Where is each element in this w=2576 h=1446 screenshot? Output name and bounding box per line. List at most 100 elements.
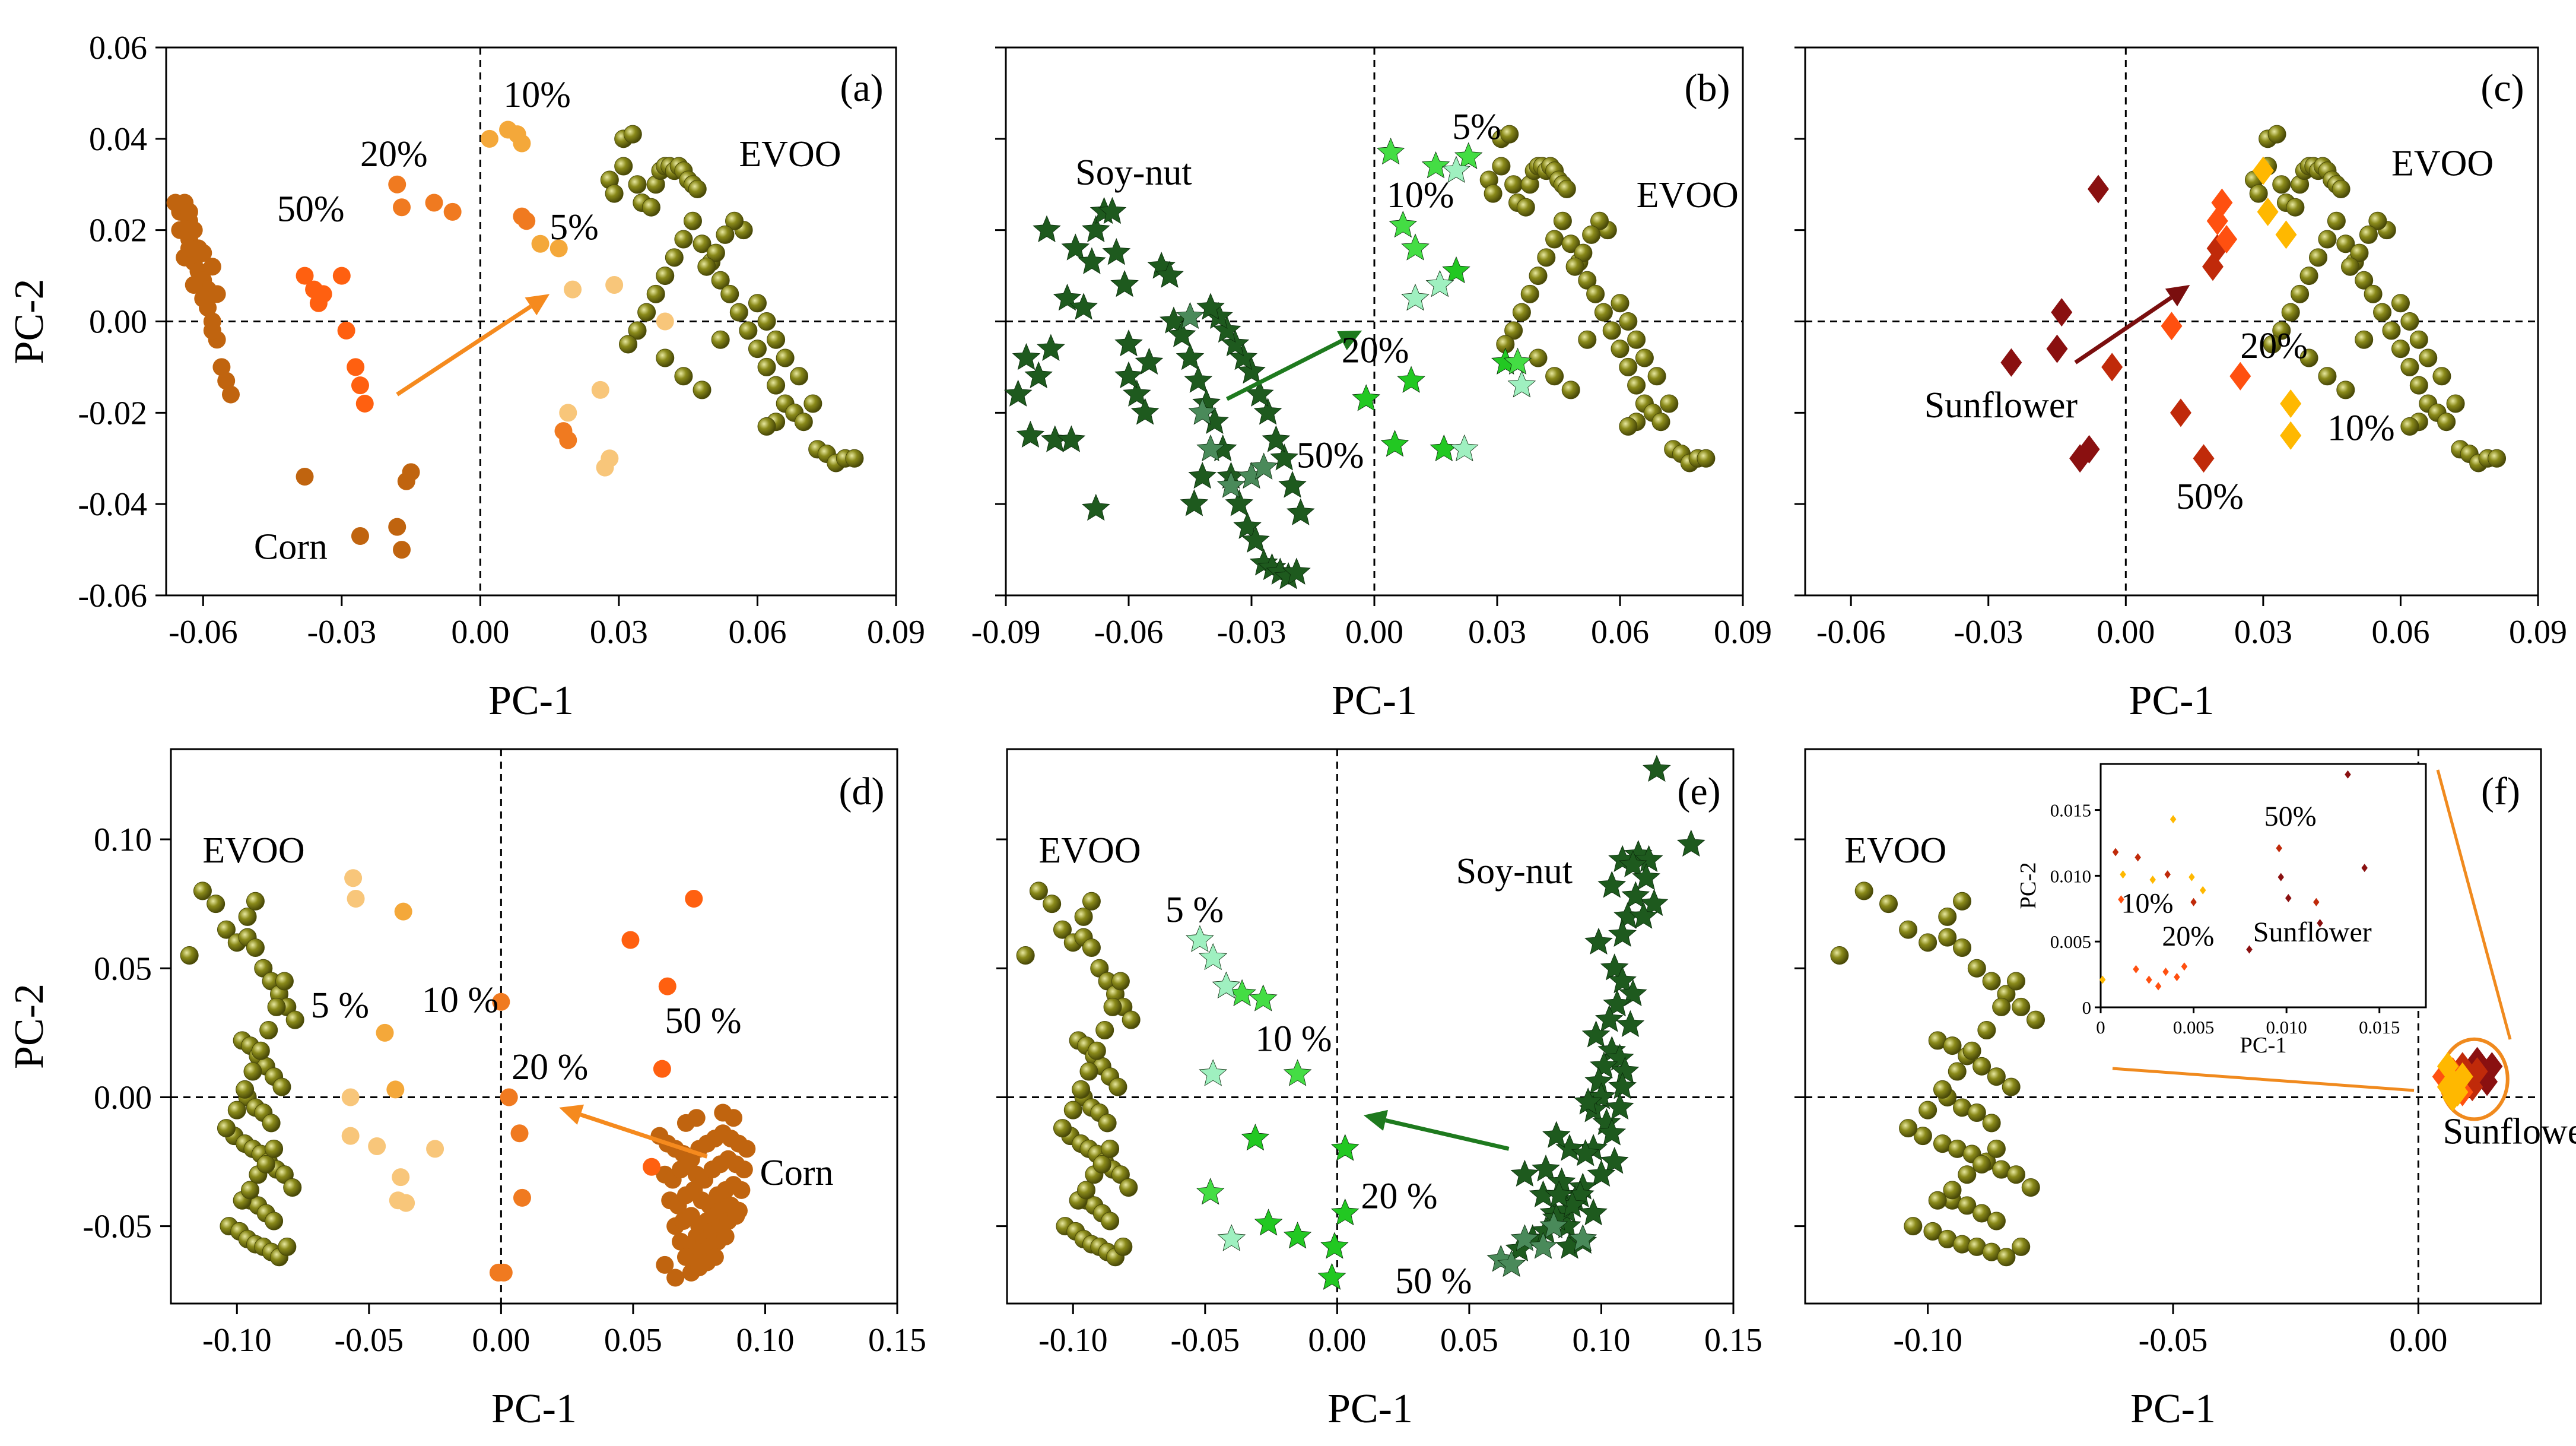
- data-point: [1879, 895, 1898, 914]
- data-point: [1586, 284, 1605, 303]
- data-point: [2451, 1062, 2473, 1091]
- data-point: [1016, 946, 1035, 965]
- data-point: [344, 869, 363, 887]
- data-point: [1376, 137, 1405, 165]
- panel-a: -0.06 -0.03 0.00 0.03 0.06 0.09 0.06 0.04 0.02 0.…: [7, 30, 925, 724]
- data-point: [2164, 870, 2171, 879]
- x-tick-label: 0.09: [867, 614, 925, 651]
- data-point: [2088, 175, 2109, 204]
- data-point: [2257, 197, 2279, 226]
- data-point: [1616, 1010, 1645, 1038]
- data-point: [2263, 335, 2282, 354]
- data-point: [549, 239, 568, 258]
- data-point: [1913, 1127, 1932, 1146]
- trend-arrow-line: [396, 305, 532, 397]
- data-point: [2174, 973, 2180, 982]
- data-point: [1212, 971, 1241, 998]
- data-point: [1587, 1159, 1616, 1187]
- data-point: [389, 1191, 407, 1210]
- panel-label: (a): [840, 66, 883, 110]
- data-point: [1627, 330, 1646, 349]
- data-point: [1199, 1059, 1227, 1086]
- data-point: [1597, 871, 1627, 898]
- data-point: [1119, 1178, 1138, 1197]
- series-sunflower: [2246, 770, 2368, 954]
- data-point: [2162, 968, 2169, 976]
- data-point: [2112, 848, 2119, 857]
- data-point: [1987, 1067, 2006, 1086]
- x-tick-label: -0.03: [1954, 614, 2023, 651]
- data-point: [1199, 943, 1227, 971]
- data-point: [402, 463, 420, 481]
- panel-f: -0.10 -0.05 0.00 PC-1 EVOO Sunflower (f): [1794, 748, 2576, 1432]
- annotation-label: 10 %: [422, 980, 498, 1020]
- series-50: [621, 889, 703, 1176]
- data-point: [739, 321, 758, 340]
- data-point: [1594, 303, 1613, 322]
- data-point: [1114, 329, 1143, 357]
- data-point: [1918, 1101, 1937, 1120]
- data-point: [2309, 248, 2327, 267]
- series-10: [2099, 815, 2206, 984]
- data-point: [656, 267, 675, 286]
- data-point: [1899, 920, 1918, 939]
- data-point: [1043, 895, 1062, 914]
- data-point: [1967, 1103, 1986, 1122]
- annotation-label: EVOO: [739, 134, 841, 175]
- series-10: [2252, 156, 2302, 450]
- data-point: [1635, 348, 1654, 367]
- x-tick-label: -0.10: [1038, 1322, 1108, 1359]
- data-point: [1425, 269, 1454, 297]
- x-tick-label: 0.005: [2173, 1017, 2214, 1038]
- data-point: [1571, 1139, 1600, 1166]
- data-point: [217, 920, 236, 939]
- data-point: [1270, 443, 1298, 471]
- data-point: [2432, 367, 2451, 386]
- data-point: [2027, 1010, 2045, 1029]
- data-point: [1082, 892, 1101, 911]
- annotation-label: Corn: [254, 527, 328, 567]
- data-point: [1830, 946, 1849, 965]
- data-point: [1180, 489, 1209, 516]
- data-point: [1003, 379, 1033, 407]
- data-point: [674, 367, 693, 386]
- data-point: [1608, 1072, 1637, 1099]
- data-point: [267, 997, 286, 1016]
- x-tick-label: -0.05: [2139, 1322, 2208, 1359]
- data-point: [1611, 1056, 1640, 1084]
- data-point: [180, 202, 198, 221]
- data-point: [2336, 380, 2355, 399]
- data-point: [1561, 380, 1580, 399]
- data-point: [1101, 1212, 1120, 1231]
- panel-e: -0.10 -0.05 0.00 0.05 0.10 0.15 PC-1 EVOO Soy-nu…: [996, 748, 1762, 1432]
- annotation-label: 20%: [2162, 921, 2214, 952]
- data-point: [1923, 1222, 1942, 1241]
- data-point: [1492, 157, 1511, 176]
- x-tick-label: 0: [2096, 1017, 2105, 1038]
- y-tick-label: -0.04: [78, 486, 147, 523]
- data-point: [227, 1101, 246, 1120]
- data-point: [259, 1021, 278, 1040]
- data-point: [1249, 452, 1278, 480]
- data-point: [1016, 420, 1045, 448]
- data-point: [767, 330, 786, 349]
- x-tick-label: 0.06: [2371, 614, 2429, 651]
- data-point: [683, 211, 702, 230]
- data-point: [559, 404, 577, 422]
- data-point: [1029, 881, 1048, 900]
- trend-arrow-head: [1337, 330, 1362, 351]
- data-point: [646, 284, 665, 303]
- data-point: [1098, 196, 1127, 224]
- data-point: [1079, 1062, 1098, 1081]
- data-point: [1532, 1155, 1560, 1182]
- data-point: [2101, 353, 2123, 382]
- data-point: [2229, 362, 2251, 391]
- annotation-label: 10%: [1387, 175, 1454, 215]
- data-point: [1397, 366, 1425, 393]
- data-point: [2400, 312, 2419, 331]
- data-point: [2318, 230, 2337, 249]
- data-point: [1053, 920, 1072, 939]
- data-point: [1973, 1204, 1991, 1223]
- data-point: [716, 1228, 735, 1246]
- data-point: [614, 157, 633, 176]
